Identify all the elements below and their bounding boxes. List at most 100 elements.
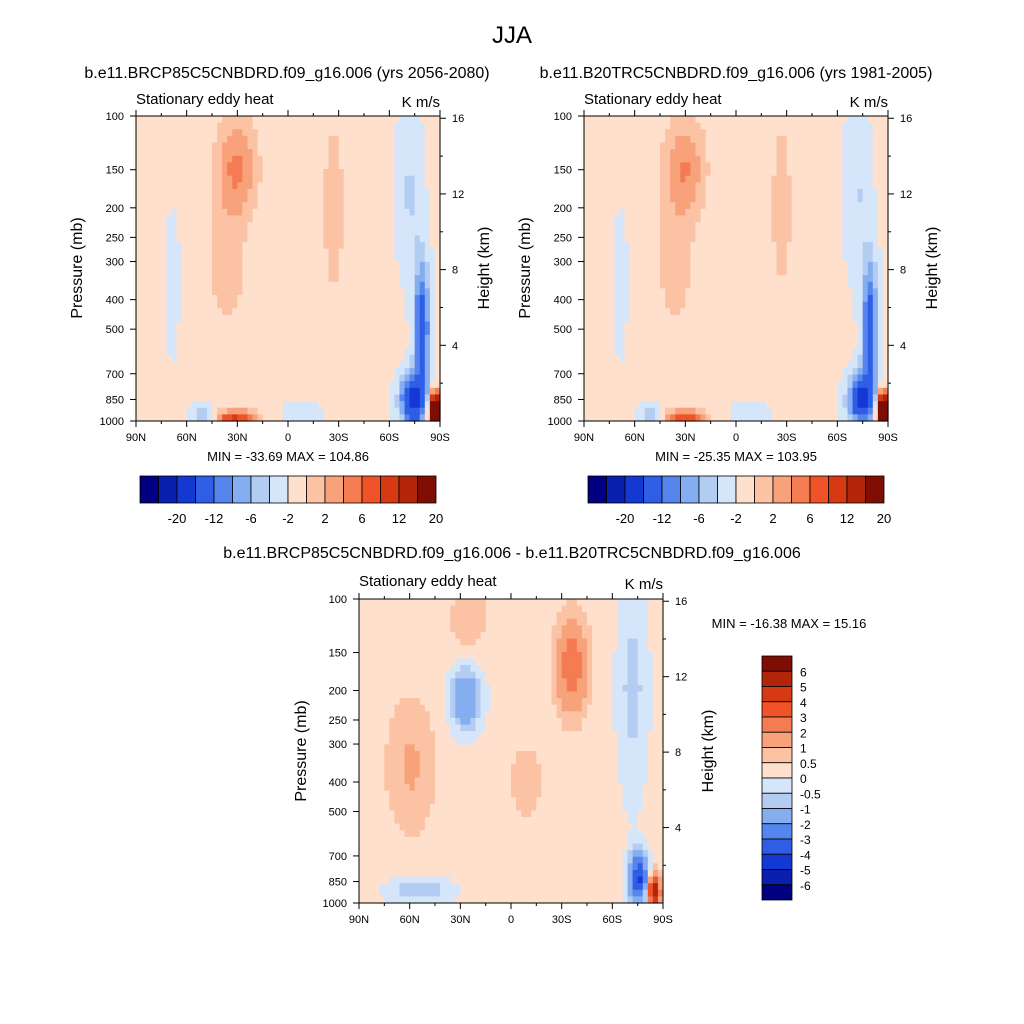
contour-cell xyxy=(257,367,264,376)
contour-cell xyxy=(639,321,646,329)
contour-cell xyxy=(705,122,712,130)
contour-cell xyxy=(715,208,722,217)
contour-cell xyxy=(374,381,380,389)
contour-cell xyxy=(318,175,325,183)
contour-cell xyxy=(675,288,681,296)
contour-cell xyxy=(725,228,732,236)
contour-cell xyxy=(136,122,142,130)
contour-cell xyxy=(303,135,309,144)
contour-cell xyxy=(212,301,218,309)
contour-cell xyxy=(303,122,309,130)
contour-cell xyxy=(409,288,416,296)
contour-cell xyxy=(237,381,243,389)
contour-cell xyxy=(685,334,691,343)
contour-cell xyxy=(171,275,178,283)
contour-cell xyxy=(364,149,370,157)
contour-cell xyxy=(288,314,294,323)
contour-cell xyxy=(715,215,722,223)
contour-cell xyxy=(217,414,223,422)
contour-cell xyxy=(594,235,600,243)
contour-cell xyxy=(166,241,173,250)
contour-cell xyxy=(629,334,636,343)
contour-cell xyxy=(212,387,218,396)
contour-cell xyxy=(862,208,869,217)
contour-cell xyxy=(308,142,314,150)
contour-cell xyxy=(181,354,188,362)
contour-cell xyxy=(429,387,436,396)
contour-cell xyxy=(842,195,849,203)
panel-units-label: K m/s xyxy=(850,94,888,111)
contour-cell xyxy=(817,149,823,157)
contour-cell xyxy=(384,182,390,190)
contour-cell xyxy=(660,241,666,250)
contour-cell xyxy=(771,334,778,343)
contour-cell xyxy=(424,182,431,190)
contour-cell xyxy=(685,122,691,130)
contour-cell xyxy=(756,248,762,256)
contour-cell xyxy=(796,182,803,190)
contour-cell xyxy=(781,288,788,296)
contour-cell xyxy=(176,188,183,197)
contour-cell xyxy=(832,142,838,150)
contour-cell xyxy=(369,255,375,263)
contour-cell xyxy=(151,188,157,197)
contour-cell xyxy=(277,321,284,329)
contour-cell xyxy=(419,301,426,309)
contour-cell xyxy=(141,394,147,402)
contour-cell xyxy=(156,374,162,382)
contour-cell xyxy=(277,401,284,409)
contour-cell xyxy=(644,308,651,316)
contour-cell xyxy=(222,122,228,130)
contour-cell xyxy=(348,268,355,276)
contour-cell xyxy=(252,301,259,309)
contour-cell xyxy=(364,248,370,256)
contour-cell xyxy=(328,195,335,203)
contour-cell xyxy=(670,162,676,170)
contour-cell xyxy=(660,281,666,289)
contour-cell xyxy=(604,308,610,316)
contour-cell xyxy=(832,122,838,130)
contour-cell xyxy=(424,142,431,150)
contour-cell xyxy=(399,129,406,137)
contour-cell xyxy=(328,275,335,283)
contour-cell xyxy=(328,116,335,124)
contour-cell xyxy=(191,381,198,389)
contour-cell xyxy=(589,301,595,309)
contour-cell xyxy=(293,162,299,170)
contour-cell xyxy=(201,361,208,369)
contour-cell xyxy=(710,208,717,217)
contour-cell xyxy=(151,135,157,144)
colorbar-box xyxy=(176,475,196,504)
contour-cell xyxy=(599,308,605,316)
contour-cell xyxy=(751,142,757,150)
contour-cell xyxy=(227,175,233,183)
contour-cell xyxy=(700,321,707,329)
contour-cell xyxy=(252,367,259,376)
contour-cell xyxy=(196,188,203,197)
contour-cell xyxy=(338,228,345,236)
contour-cell xyxy=(348,374,355,382)
contour-cell xyxy=(594,241,600,250)
contour-cell xyxy=(247,414,254,422)
contour-cell xyxy=(262,354,269,362)
contour-cell xyxy=(730,202,737,210)
contour-cell xyxy=(374,321,380,329)
contour-cell xyxy=(675,314,681,323)
contour-cell xyxy=(374,175,380,183)
contour-cell xyxy=(665,208,671,217)
contour-cell xyxy=(364,407,370,415)
contour-cell xyxy=(720,288,727,296)
contour-cell xyxy=(272,314,279,323)
contour-cell xyxy=(298,328,304,336)
contour-cell xyxy=(358,162,365,170)
contour-cell xyxy=(817,208,823,217)
contour-cell xyxy=(141,374,147,382)
contour-cell xyxy=(348,321,355,329)
contour-cell xyxy=(867,175,874,183)
contour-cell xyxy=(369,394,375,402)
contour-cell xyxy=(730,321,737,329)
contour-cell xyxy=(715,162,722,170)
contour-cell xyxy=(720,135,727,144)
contour-cell xyxy=(161,255,167,263)
contour-cell xyxy=(196,248,203,256)
